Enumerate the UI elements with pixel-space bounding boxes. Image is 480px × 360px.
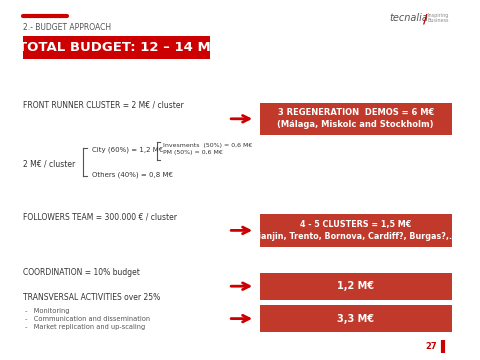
Text: 27: 27 [425,342,437,351]
Text: -   Monitoring: - Monitoring [25,308,69,314]
Text: 2.- BUDGET APPROACH: 2.- BUDGET APPROACH [23,23,111,32]
Text: COORDINATION = 10% budget: COORDINATION = 10% budget [23,268,139,277]
Text: /: / [423,13,428,26]
FancyBboxPatch shape [23,36,210,59]
Text: FOLLOWERS TEAM = 300.000 € / cluster: FOLLOWERS TEAM = 300.000 € / cluster [23,212,177,221]
Text: FRONT RUNNER CLUSTER = 2 M€ / cluster: FRONT RUNNER CLUSTER = 2 M€ / cluster [23,101,183,110]
Text: City (60%) = 1,2 M€: City (60%) = 1,2 M€ [92,146,163,153]
Text: Inspiring
Business: Inspiring Business [427,13,449,23]
Text: 3,3 M€: 3,3 M€ [337,314,374,324]
Text: 3 REGENERATION  DEMOS = 6 M€
(Málaga, Miskolc and Stockholm): 3 REGENERATION DEMOS = 6 M€ (Málaga, Mis… [277,108,434,129]
Text: -   Communication and dissemination: - Communication and dissemination [25,316,150,322]
Text: Invesments  (50%) = 0,6 M€
PM (50%) = 0,6 M€: Invesments (50%) = 0,6 M€ PM (50%) = 0,6… [163,143,253,156]
Text: tecnalia: tecnalia [389,13,428,23]
Text: 2 M€ / cluster: 2 M€ / cluster [23,159,75,168]
FancyBboxPatch shape [260,103,452,135]
Text: TRANSVERSAL ACTIVITIES over 25%: TRANSVERSAL ACTIVITIES over 25% [23,293,160,302]
Text: Others (40%) = 0,8 M€: Others (40%) = 0,8 M€ [92,171,173,178]
Text: 4 - 5 CLUSTERS = 1,5 M€
(Tianjin, Trento, Bornova, Cardiff?, Burgas?,...): 4 - 5 CLUSTERS = 1,5 M€ (Tianjin, Trento… [249,220,462,241]
Text: TOTAL BUDGET: 12 – 14 M€: TOTAL BUDGET: 12 – 14 M€ [18,41,220,54]
FancyBboxPatch shape [260,305,452,332]
Text: -   Market replication and up-scaling: - Market replication and up-scaling [25,324,145,330]
Text: 1,2 M€: 1,2 M€ [337,281,374,291]
FancyBboxPatch shape [260,214,452,247]
FancyBboxPatch shape [260,273,452,300]
